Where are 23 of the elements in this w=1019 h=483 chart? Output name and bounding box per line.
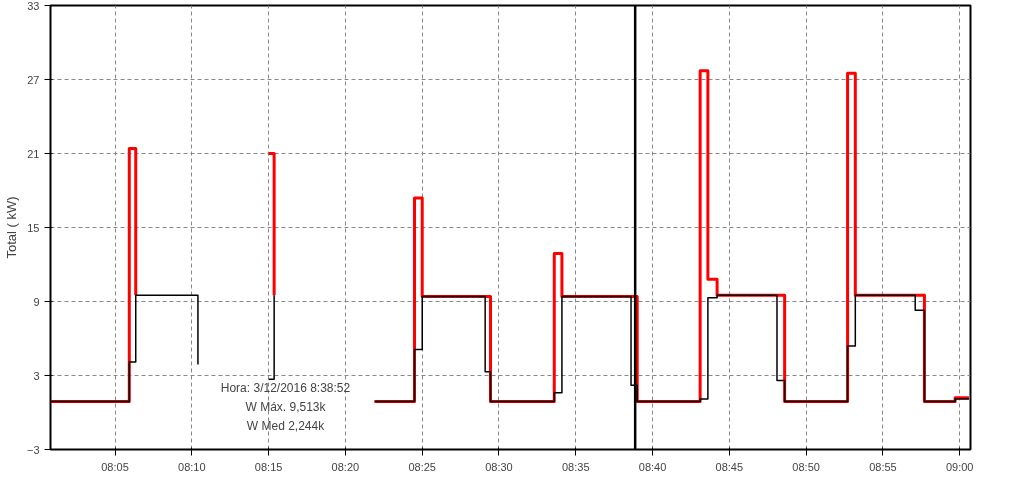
annotation: W Med 2,244k: [246, 418, 326, 433]
x-tick-label: 08:35: [561, 460, 590, 473]
y-tick-label: 27: [27, 73, 40, 86]
annotation: W Máx. 9,513k: [245, 399, 327, 414]
x-tick-label: 08:10: [178, 460, 206, 473]
x-tick-label: 08:30: [485, 460, 513, 473]
x-tick-label: 09:00: [945, 460, 974, 473]
x-tick-label: 08:05: [101, 460, 129, 473]
x-tick-label: 08:15: [254, 460, 283, 473]
x-tick-label: 08:50: [792, 460, 820, 473]
y-axis-title: Total ( kW): [3, 196, 19, 259]
y-tick-label: −3: [26, 443, 40, 456]
x-tick-label: 08:55: [869, 460, 897, 473]
x-tick-label: 08:20: [331, 460, 360, 473]
y-tick-label: 9: [33, 295, 40, 308]
annotation: Hora: 3/12/2016 8:38:52: [220, 380, 351, 395]
x-tick-label: 08:25: [408, 460, 436, 473]
y-tick-label: 33: [27, 0, 40, 12]
y-tick-label: 3: [33, 369, 40, 382]
y-tick-label: 15: [27, 221, 40, 234]
x-tick-label: 08:40: [638, 460, 667, 473]
y-tick-label: 21: [27, 147, 40, 160]
x-tick-label: 08:45: [715, 460, 744, 473]
